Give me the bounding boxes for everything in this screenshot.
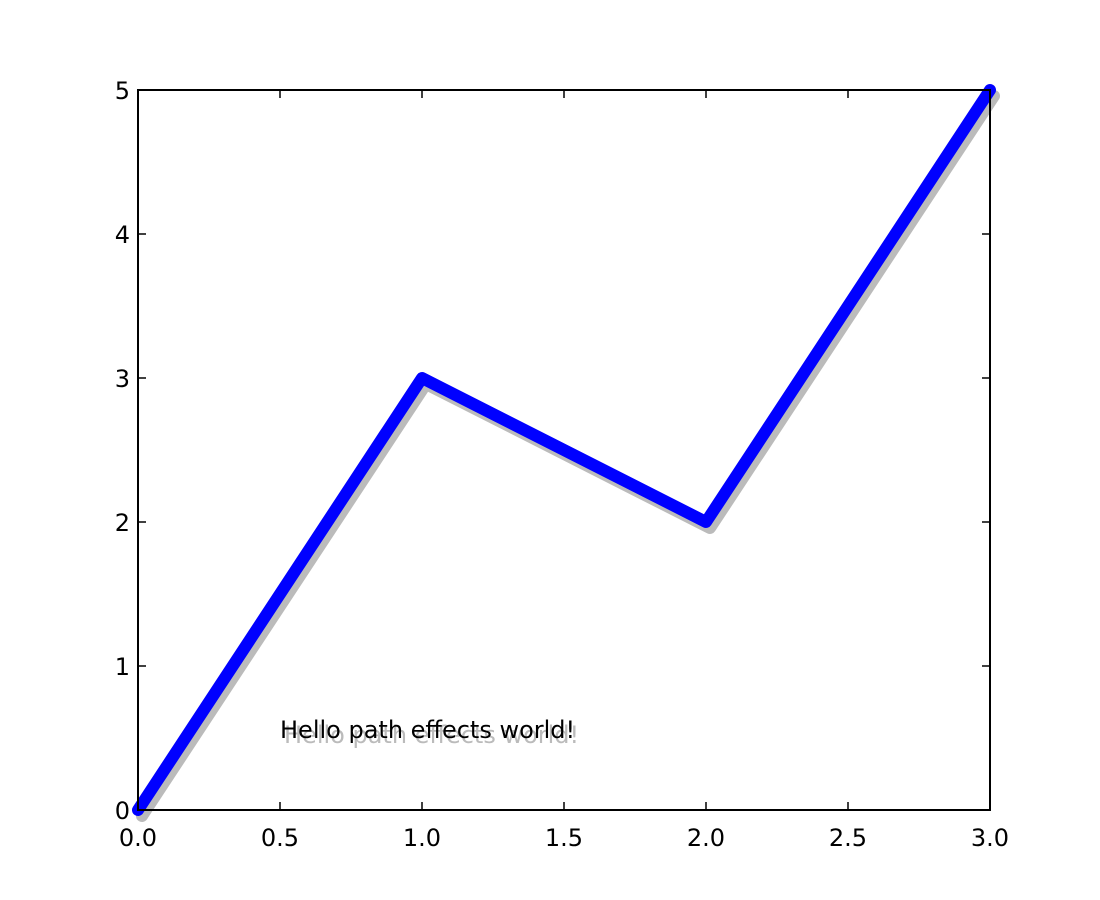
y-tick-label: 1 xyxy=(115,653,130,681)
x-tick-label: 0.0 xyxy=(119,824,157,852)
y-tick-label: 4 xyxy=(115,221,130,249)
annotation: Hello path effects world! xyxy=(280,716,575,744)
y-tick-label: 0 xyxy=(115,797,130,825)
x-tick-label: 2.5 xyxy=(829,824,867,852)
x-tick-label: 3.0 xyxy=(971,824,1009,852)
x-tick-label: 1.5 xyxy=(545,824,583,852)
y-tick-label: 3 xyxy=(115,365,130,393)
y-tick-label: 2 xyxy=(115,509,130,537)
y-tick-label: 5 xyxy=(115,77,130,105)
x-tick-label: 0.5 xyxy=(261,824,299,852)
x-tick-label: 1.0 xyxy=(403,824,441,852)
annotation-shadow: Hello path effects world! xyxy=(284,721,579,749)
x-tick-label: 2.0 xyxy=(687,824,725,852)
line xyxy=(132,84,996,816)
